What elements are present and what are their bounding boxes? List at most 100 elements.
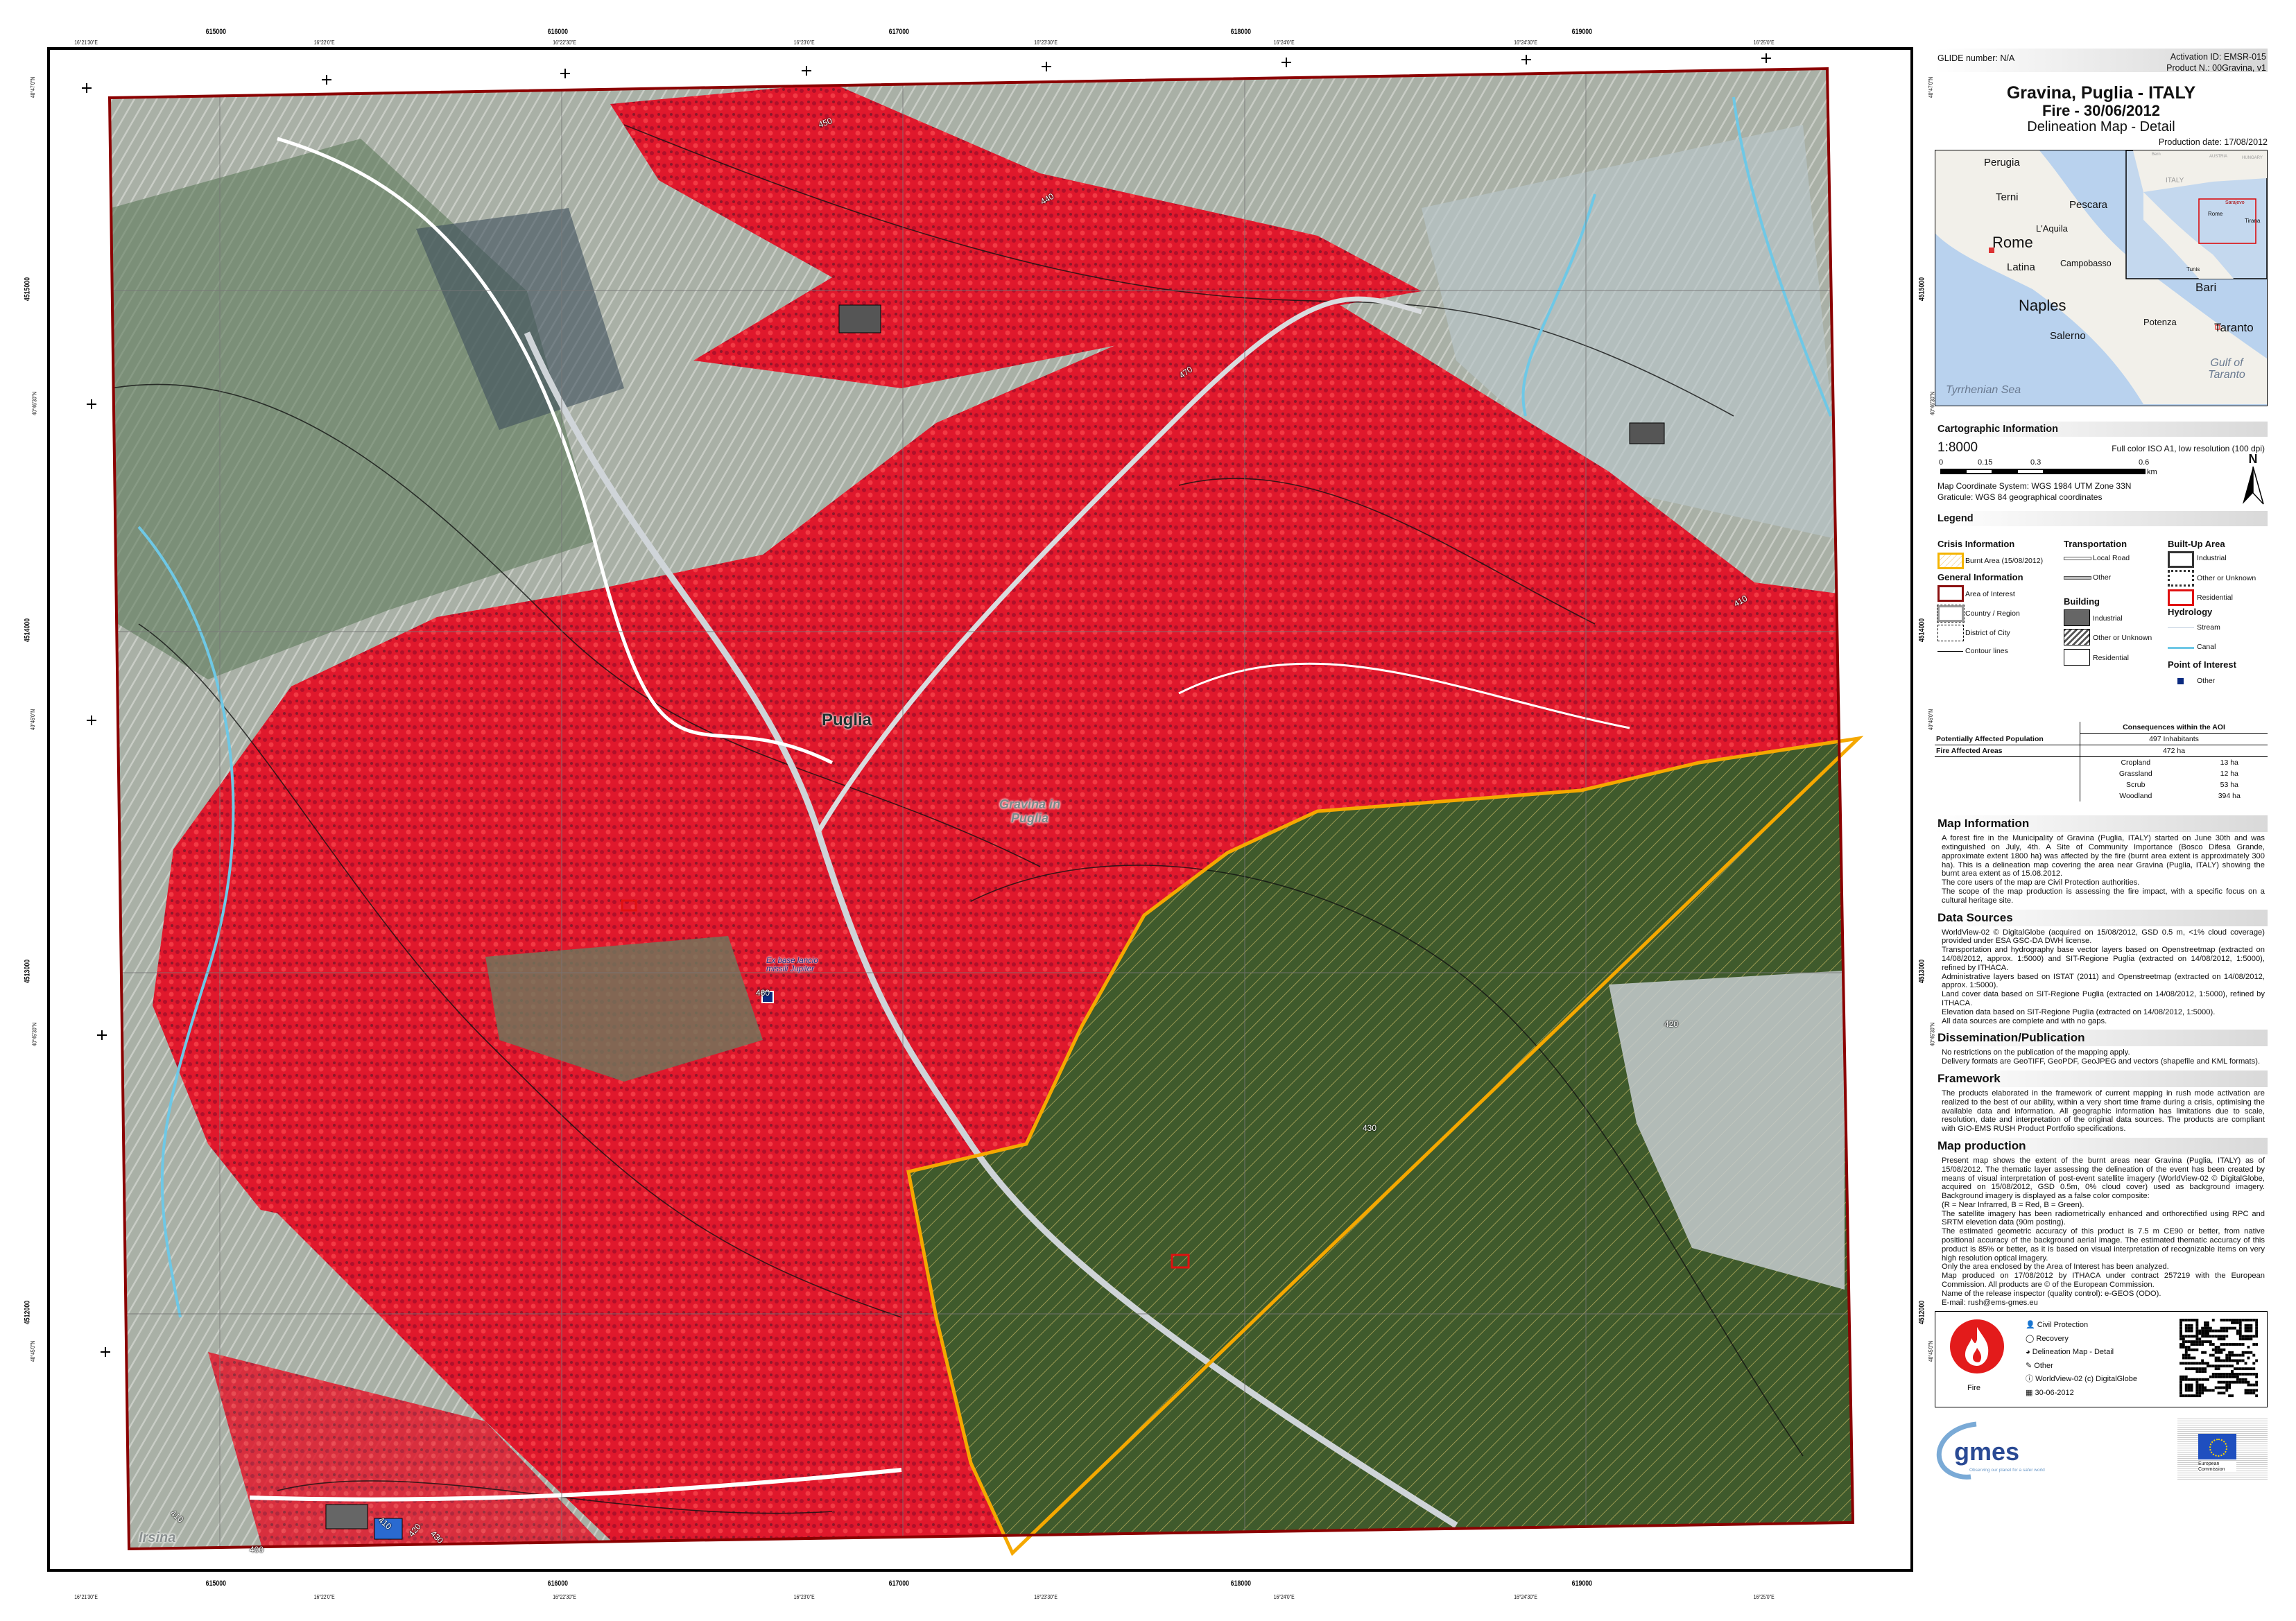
legend-item: Local Road bbox=[2093, 554, 2130, 563]
map-information-heading: Map Information bbox=[1935, 815, 2268, 833]
product-number: Product N.: 00Gravina, v1 bbox=[2166, 63, 2266, 73]
utm-northing-label: 4515000 bbox=[1917, 277, 1926, 302]
attribute-label: 30-06-2012 bbox=[2035, 1388, 2074, 1397]
landcover-class: Woodland bbox=[2119, 791, 2152, 800]
consequences-table: Consequences within the AOI Potentially … bbox=[1935, 722, 2268, 802]
paragraph: Present map shows the extent of the burn… bbox=[1942, 1156, 2265, 1201]
utm-easting-label: 619000 bbox=[1571, 28, 1593, 36]
longitude-label: 16°25'0"E bbox=[1753, 1593, 1775, 1600]
event-title: Fire - 30/06/2012 bbox=[2042, 102, 2160, 119]
burnt-area-swatch bbox=[1937, 553, 1964, 570]
legend-item: Canal bbox=[2197, 643, 2216, 652]
aoi-swatch bbox=[1937, 585, 1964, 603]
utm-northing-label: 4514000 bbox=[1917, 618, 1926, 643]
paragraph: A forest fire in the Municipality of Gra… bbox=[1942, 834, 2265, 878]
poi-swatch bbox=[2177, 678, 2184, 685]
longitude-label: 16°22'30"E bbox=[553, 1593, 576, 1600]
utm-grid bbox=[110, 69, 1853, 1549]
legend-group-title: Crisis Information bbox=[1937, 539, 2015, 550]
contour-label: 460 bbox=[756, 988, 770, 998]
utm-easting-label: 618000 bbox=[1230, 28, 1252, 36]
legend-item: Residential bbox=[2197, 593, 2233, 603]
legend-item: Residential bbox=[2093, 654, 2129, 663]
landcover-value: 53 ha bbox=[2220, 780, 2238, 789]
legend-item: Country / Region bbox=[1965, 609, 2020, 618]
fire-areas-label: Fire Affected Areas bbox=[1935, 745, 2080, 757]
building-residential-swatch bbox=[2064, 649, 2090, 666]
scalebar-tick: 0.6 bbox=[2139, 458, 2150, 467]
utm-northing-label: 4513000 bbox=[23, 959, 32, 984]
map-information-text: A forest fire in the Municipality of Gra… bbox=[1935, 832, 2268, 906]
legend-item: Other bbox=[2197, 677, 2216, 686]
burnt-area-outline bbox=[906, 736, 1864, 1557]
latitude-label: 40°47'0"N bbox=[1926, 76, 1934, 98]
longitude-label: 16°25'0"E bbox=[1753, 39, 1775, 46]
builtup-other-swatch bbox=[2168, 570, 2194, 587]
builtup-industrial-swatch bbox=[2168, 551, 2194, 569]
attribute-label: Civil Protection bbox=[2037, 1321, 2089, 1330]
population-label: Potentially Affected Population bbox=[1935, 733, 2080, 745]
utm-easting-label: 617000 bbox=[888, 1579, 910, 1588]
legend-item: Industrial bbox=[2197, 554, 2227, 563]
map-type: Delineation Map - Detail bbox=[2027, 119, 2175, 135]
place-label-irsina: Irsina bbox=[139, 1530, 176, 1545]
utm-easting-label: 615000 bbox=[205, 28, 227, 36]
paragraph: Elevation data based on SIT-Regione Pugl… bbox=[1942, 1007, 2216, 1016]
paragraph: Land cover data based on SIT-Regione Pug… bbox=[1942, 990, 2265, 1007]
paragraph: The estimated geometric accuracy of this… bbox=[1942, 1227, 2265, 1263]
vegetation-north bbox=[610, 83, 1422, 388]
satellite-imagery bbox=[110, 69, 1853, 1549]
building-industrial-swatch bbox=[2064, 609, 2090, 627]
inset-label: Taranto bbox=[2214, 320, 2254, 334]
utm-easting-label: 616000 bbox=[547, 1579, 569, 1588]
contour-label: 430 bbox=[1363, 1123, 1377, 1133]
product-info-box: Fire 👤 Civil Protection ◯ Recovery ◕ Del… bbox=[1935, 1311, 2268, 1408]
scalebar-tick: 0 bbox=[1939, 458, 1944, 467]
contour-label: 400 bbox=[250, 1545, 264, 1554]
landcover-class: Cropland bbox=[2121, 758, 2151, 767]
print-format: Full color ISO A1, low resolution (100 d… bbox=[2112, 443, 2265, 453]
paragraph: All data sources are complete and with n… bbox=[1942, 1016, 2107, 1025]
graticule: Graticule: WGS 84 geographical coordinat… bbox=[1937, 492, 2103, 503]
paragraph: E-mail: rush@ems-gmes.eu bbox=[1942, 1298, 2038, 1307]
longitude-label: 16°24'30"E bbox=[1514, 39, 1537, 46]
overview-label: Sarajevo bbox=[2225, 200, 2245, 205]
attribute-label: WorldView-02 (c) DigitalGlobe bbox=[2035, 1375, 2137, 1384]
district-swatch bbox=[1937, 625, 1964, 642]
inset-label: Latina bbox=[2007, 261, 2035, 273]
legend-group-title: General Information bbox=[1937, 572, 2023, 583]
latitude-label: 40°47'0"N bbox=[28, 76, 36, 98]
inset-label: Campobasso bbox=[2060, 258, 2112, 268]
landcover-value: 394 ha bbox=[2218, 791, 2241, 800]
framework-text: The products elaborated in the framework… bbox=[1935, 1087, 2268, 1135]
latitude-label: 40°46'0"N bbox=[1926, 709, 1934, 731]
utm-northing-label: 4513000 bbox=[1917, 959, 1926, 984]
data-sources-heading: Data Sources bbox=[1935, 909, 2268, 926]
longitude-label: 16°23'30"E bbox=[1034, 1593, 1058, 1600]
vegetation-main bbox=[153, 291, 1853, 1549]
legend-item: Burnt Area (15/08/2012) bbox=[1965, 557, 2044, 566]
scalebar-tick: 0.3 bbox=[2030, 458, 2042, 467]
poi-marker[interactable] bbox=[761, 991, 774, 1003]
landcover-value: 13 ha bbox=[2220, 758, 2238, 767]
roads bbox=[249, 137, 1630, 1528]
graticule-crosses bbox=[82, 53, 1771, 1357]
paragraph: The satellite imagery has been radiometr… bbox=[1942, 1209, 2265, 1227]
utm-northing-label: 4515000 bbox=[23, 277, 32, 302]
attribute-label: Other bbox=[2034, 1361, 2053, 1370]
qr-code[interactable] bbox=[2178, 1317, 2259, 1398]
contour-lines bbox=[110, 124, 1804, 1514]
locator-map[interactable]: Perugia Terni Pescara L'Aquila Rome Lati… bbox=[1935, 149, 2268, 406]
globe-icon: ◕ bbox=[2026, 1348, 2030, 1357]
latitude-label: 40°45'0"N bbox=[1926, 1340, 1934, 1362]
paragraph: The core users of the map are Civil Prot… bbox=[1942, 878, 2140, 887]
longitude-label: 16°23'30"E bbox=[1034, 39, 1058, 46]
gmes-wordmark: gmes bbox=[1954, 1437, 2019, 1466]
north-arrow-icon bbox=[2243, 466, 2264, 505]
data-sources-text: WorldView-02 © DigitalGlobe (acquired on… bbox=[1935, 926, 2268, 1028]
utm-easting-label: 616000 bbox=[547, 28, 569, 36]
paragraph: Administrative layers based on ISTAT (20… bbox=[1942, 972, 2265, 990]
map-scale: 1:8000 bbox=[1937, 440, 1978, 455]
latitude-label: 40°46'0"N bbox=[28, 709, 36, 731]
